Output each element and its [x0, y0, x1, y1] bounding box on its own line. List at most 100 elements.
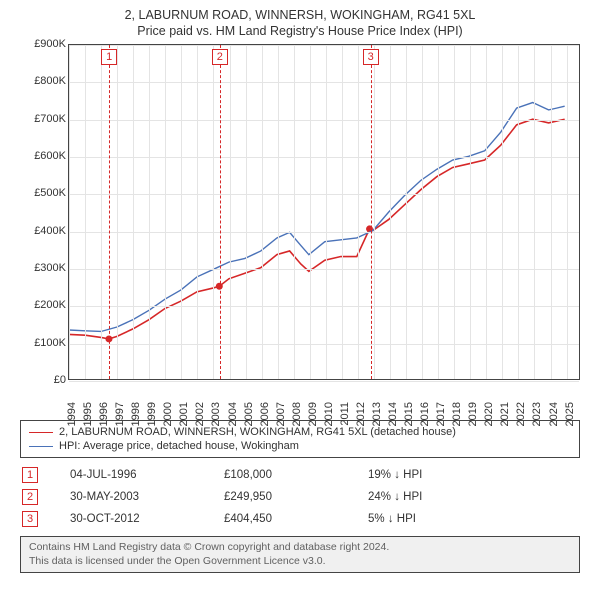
gridline-v	[117, 45, 118, 379]
x-axis-label: 2007	[275, 402, 287, 426]
sale-event-line	[109, 45, 110, 379]
legend-label-property: 2, LABURNUM ROAD, WINNERSH, WOKINGHAM, R…	[59, 426, 456, 438]
legend-swatch-hpi	[29, 446, 53, 447]
x-axis-label: 1997	[114, 402, 126, 426]
gridline-v	[567, 45, 568, 379]
x-axis-label: 2006	[259, 402, 271, 426]
sale-row-badge: 2	[22, 489, 38, 505]
sale-row-diff: 19% ↓ HPI	[366, 464, 580, 486]
gridline-v	[534, 45, 535, 379]
gridline-v	[342, 45, 343, 379]
x-axis-label: 2022	[515, 402, 527, 426]
gridline-v	[390, 45, 391, 379]
gridline-v	[294, 45, 295, 379]
x-axis-label: 2010	[323, 402, 335, 426]
gridline-v	[326, 45, 327, 379]
page: 2, LABURNUM ROAD, WINNERSH, WOKINGHAM, R…	[0, 0, 600, 590]
x-axis-label: 2023	[531, 402, 543, 426]
sale-row-price: £404,450	[222, 508, 366, 530]
gridline-v	[374, 45, 375, 379]
y-axis-label: £200K	[20, 299, 66, 311]
y-axis-label: £600K	[20, 150, 66, 162]
gridline-v	[181, 45, 182, 379]
gridline-v	[486, 45, 487, 379]
footer-line2: This data is licensed under the Open Gov…	[29, 555, 571, 569]
gridline-v	[470, 45, 471, 379]
gridline-v	[101, 45, 102, 379]
x-axis-label: 2003	[210, 402, 222, 426]
gridline-v	[502, 45, 503, 379]
x-axis-label: 2025	[564, 402, 576, 426]
gridline-v	[422, 45, 423, 379]
y-axis-label: £900K	[20, 38, 66, 50]
y-axis-label: £800K	[20, 75, 66, 87]
gridline-v	[358, 45, 359, 379]
x-axis-label: 2020	[483, 402, 495, 426]
sale-row-date: 30-OCT-2012	[68, 508, 222, 530]
sales-row: 3 30-OCT-2012£404,4505% ↓ HPI	[20, 508, 580, 530]
gridline-v	[454, 45, 455, 379]
x-axis-label: 2008	[291, 402, 303, 426]
y-axis-label: £700K	[20, 113, 66, 125]
x-axis-label: 2024	[548, 402, 560, 426]
gridline-v	[551, 45, 552, 379]
x-axis-label: 2002	[194, 402, 206, 426]
sale-event-line	[371, 45, 372, 379]
x-axis-label: 1996	[98, 402, 110, 426]
x-axis-label: 1998	[130, 402, 142, 426]
x-axis-label: 2000	[162, 402, 174, 426]
gridline-v	[262, 45, 263, 379]
x-axis-label: 2012	[355, 402, 367, 426]
gridline-v	[85, 45, 86, 379]
sales-row: 230-MAY-2003£249,95024% ↓ HPI	[20, 486, 580, 508]
gridline-v	[149, 45, 150, 379]
sale-event-badge: 3	[363, 49, 379, 65]
x-axis-label: 2011	[339, 402, 351, 426]
chart-titles: 2, LABURNUM ROAD, WINNERSH, WOKINGHAM, R…	[10, 8, 590, 38]
sale-row-badge: 1	[22, 467, 38, 483]
y-axis-label: £500K	[20, 187, 66, 199]
gridline-v	[518, 45, 519, 379]
x-axis-label: 2001	[178, 402, 190, 426]
gridline-v	[438, 45, 439, 379]
sales-tbody: 104-JUL-1996£108,00019% ↓ HPI230-MAY-200…	[20, 464, 580, 530]
sale-event-badge: 1	[101, 49, 117, 65]
x-axis-label: 2017	[435, 402, 447, 426]
x-axis-label: 1995	[82, 402, 94, 426]
y-axis-label: £100K	[20, 337, 66, 349]
gridline-v	[278, 45, 279, 379]
x-axis-label: 2009	[307, 402, 319, 426]
gridline-v	[406, 45, 407, 379]
x-axis-label: 2021	[499, 402, 511, 426]
x-axis-label: 2015	[403, 402, 415, 426]
gridline-v	[69, 45, 70, 379]
x-axis-label: 2019	[467, 402, 479, 426]
sales-table: 104-JUL-1996£108,00019% ↓ HPI230-MAY-200…	[20, 464, 580, 530]
x-axis-label: 2016	[419, 402, 431, 426]
gridline-v	[310, 45, 311, 379]
x-axis-label: 2013	[371, 402, 383, 426]
gridline-v	[165, 45, 166, 379]
plot-area: 123	[68, 44, 580, 380]
sale-event-line	[220, 45, 221, 379]
gridline-v	[197, 45, 198, 379]
sale-row-date: 04-JUL-1996	[68, 464, 222, 486]
sale-row-price: £249,950	[222, 486, 366, 508]
gridline-v	[133, 45, 134, 379]
gridline-v	[230, 45, 231, 379]
x-axis-label: 2018	[451, 402, 463, 426]
y-axis-label: £300K	[20, 262, 66, 274]
chart-title-address: 2, LABURNUM ROAD, WINNERSH, WOKINGHAM, R…	[10, 8, 590, 22]
legend-item-hpi: HPI: Average price, detached house, Woki…	[29, 439, 571, 453]
sale-row-diff: 5% ↓ HPI	[366, 508, 580, 530]
chart-title-sub: Price paid vs. HM Land Registry's House …	[10, 24, 590, 38]
series-line-hpi	[69, 103, 565, 332]
sale-row-diff: 24% ↓ HPI	[366, 486, 580, 508]
y-axis-label: £400K	[20, 225, 66, 237]
sale-row-badge: 3	[22, 511, 38, 527]
gridline-v	[246, 45, 247, 379]
x-axis-label: 2004	[227, 402, 239, 426]
x-axis-label: 1999	[146, 402, 158, 426]
footer-line1: Contains HM Land Registry data © Crown c…	[29, 541, 571, 555]
chart: 123 £0£100K£200K£300K£400K£500K£600K£700…	[20, 44, 580, 414]
